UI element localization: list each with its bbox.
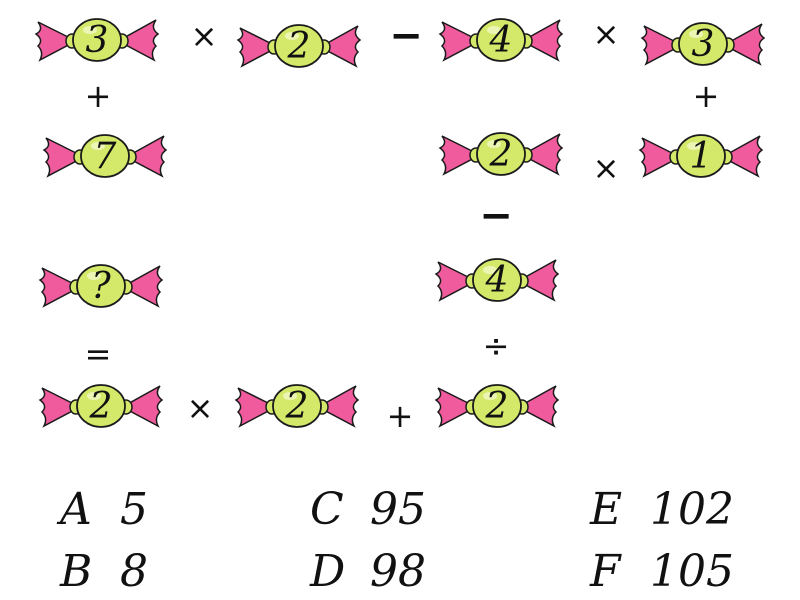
- candy-7: 1: [636, 128, 766, 184]
- operator-plus: +: [692, 77, 720, 115]
- candy-value: 2: [89, 385, 113, 427]
- option-value: 5: [120, 484, 148, 535]
- option-letter: A: [60, 484, 92, 535]
- candy-12: 2: [432, 378, 562, 434]
- operator-multiply: ×: [592, 149, 620, 187]
- candy-value: 3: [691, 23, 715, 65]
- candy-10: 2: [36, 378, 166, 434]
- candy-9: 4: [432, 252, 562, 308]
- operator-equals: =: [84, 335, 112, 373]
- operator-plus: +: [84, 77, 112, 115]
- candy-value: 1: [689, 135, 713, 177]
- candy-1: 3: [32, 12, 162, 68]
- option-letter: E: [590, 484, 623, 535]
- candy-6: 2: [436, 126, 566, 182]
- candy-4: 3: [638, 16, 768, 72]
- option-e[interactable]: E 102: [590, 484, 734, 535]
- operator-multiply: ×: [186, 389, 214, 427]
- candy-3: 4: [436, 12, 566, 68]
- candy-value: 4: [485, 259, 509, 301]
- option-value: 98: [370, 546, 426, 597]
- option-letter: B: [60, 546, 93, 597]
- candy-5: 7: [40, 128, 170, 184]
- candy-value: 4: [489, 19, 513, 61]
- operator-divide: ÷: [482, 327, 510, 365]
- option-letter: F: [590, 546, 621, 597]
- candy-value: 2: [287, 25, 311, 67]
- option-c[interactable]: C 95: [310, 484, 426, 535]
- option-value: 95: [370, 484, 426, 535]
- operator-multiply: ×: [190, 17, 218, 55]
- candy-8-unknown: ?: [36, 258, 166, 314]
- candy-value: 2: [485, 385, 509, 427]
- option-letter: D: [310, 546, 346, 597]
- option-value: 105: [650, 546, 734, 597]
- option-d[interactable]: D 98: [310, 546, 426, 597]
- operator-minus: −: [389, 13, 423, 59]
- candy-2: 2: [234, 18, 364, 74]
- option-value: 8: [120, 546, 148, 597]
- candy-value: 7: [93, 135, 117, 177]
- option-letter: C: [310, 484, 344, 535]
- option-f[interactable]: F 105: [590, 546, 734, 597]
- operator-plus: +: [386, 397, 414, 435]
- candy-11: 2: [232, 378, 362, 434]
- candy-value: 2: [285, 385, 309, 427]
- operator-minus: −: [479, 193, 513, 239]
- option-value: 102: [650, 484, 734, 535]
- operator-multiply: ×: [592, 15, 620, 53]
- candy-value: 2: [489, 133, 513, 175]
- candy-value: 3: [85, 19, 109, 61]
- candy-value: ?: [91, 265, 111, 307]
